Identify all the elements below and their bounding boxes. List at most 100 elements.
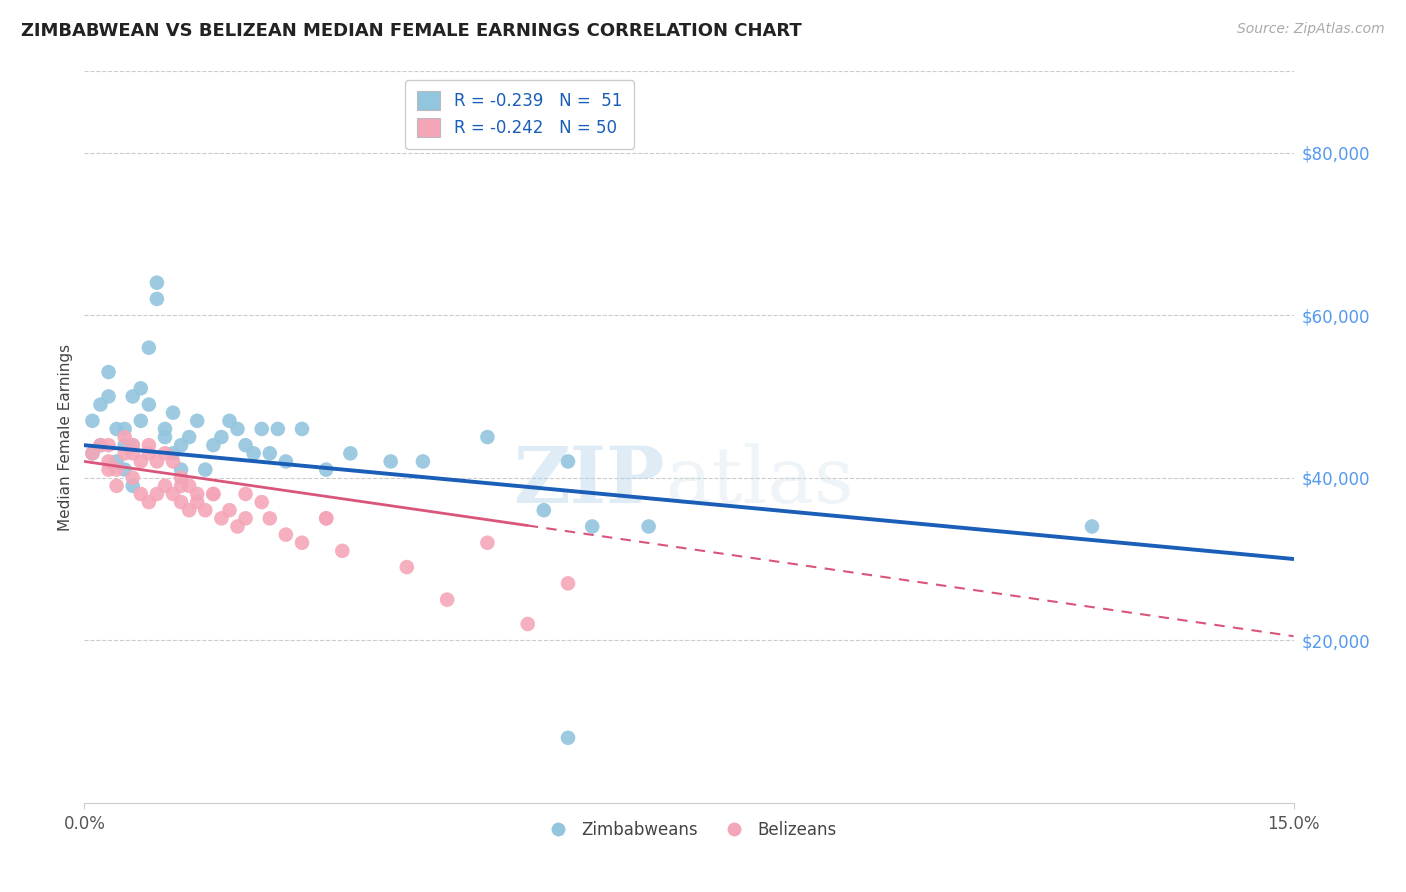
Point [114,446,136,460]
Point [202,438,225,452]
Point [170,471,193,485]
Point [82,446,104,460]
Point [138,495,160,509]
Point [121,479,143,493]
Point [235,511,257,525]
Point [477,535,499,549]
Point [114,438,136,452]
Point [97,438,120,452]
Point [209,430,232,444]
Point [412,454,434,468]
Point [121,446,143,460]
Point [202,487,225,501]
Point [436,592,458,607]
Point [315,462,337,476]
Point [162,454,184,468]
Point [97,454,120,468]
Point [179,479,201,493]
Point [516,617,538,632]
Point [179,503,201,517]
Point [250,495,273,509]
Point [259,511,281,525]
Point [339,446,361,460]
Point [114,422,136,436]
Point [105,479,128,493]
Point [186,487,208,501]
Point [146,454,169,468]
Point [533,503,555,517]
Point [146,487,169,501]
Point [395,560,418,574]
Text: Source: ZipAtlas.com: Source: ZipAtlas.com [1237,22,1385,37]
Point [259,446,281,460]
Point [114,462,136,476]
Text: atlas: atlas [665,443,853,519]
Point [138,438,160,452]
Point [477,430,499,444]
Point [218,503,240,517]
Point [153,422,176,436]
Point [267,422,290,436]
Point [162,406,184,420]
Point [138,446,160,460]
Point [226,422,249,436]
Point [218,414,240,428]
Text: ZIMBABWEAN VS BELIZEAN MEDIAN FEMALE EARNINGS CORRELATION CHART: ZIMBABWEAN VS BELIZEAN MEDIAN FEMALE EAR… [21,22,801,40]
Point [637,519,659,533]
Point [114,430,136,444]
Point [1081,519,1104,533]
Point [179,430,201,444]
Point [162,487,184,501]
Point [138,341,160,355]
Point [153,479,176,493]
Point [242,446,264,460]
Point [82,414,104,428]
Point [89,438,111,452]
Point [105,422,128,436]
Point [274,454,297,468]
Point [194,462,217,476]
Point [146,292,169,306]
Point [557,576,579,591]
Point [121,438,143,452]
Point [170,495,193,509]
Point [209,511,232,525]
Point [186,414,208,428]
Point [82,446,104,460]
Point [153,446,176,460]
Point [146,276,169,290]
Point [138,398,160,412]
Point [250,422,273,436]
Point [105,462,128,476]
Point [235,438,257,452]
Point [89,438,111,452]
Point [105,454,128,468]
Point [315,511,337,525]
Point [97,462,120,476]
Point [129,487,152,501]
Point [97,365,120,379]
Point [162,446,184,460]
Point [330,544,353,558]
Text: ZIP: ZIP [513,443,665,519]
Point [315,511,337,525]
Point [557,731,579,745]
Point [89,398,111,412]
Point [235,487,257,501]
Point [121,438,143,452]
Point [291,422,314,436]
Y-axis label: Median Female Earnings: Median Female Earnings [58,343,73,531]
Point [202,487,225,501]
Point [129,414,152,428]
Point [97,389,120,403]
Point [170,462,193,476]
Point [186,495,208,509]
Point [194,503,217,517]
Legend: Zimbabweans, Belizeans: Zimbabweans, Belizeans [534,814,844,846]
Point [380,454,402,468]
Point [581,519,603,533]
Point [129,454,152,468]
Point [291,535,314,549]
Point [121,471,143,485]
Point [226,519,249,533]
